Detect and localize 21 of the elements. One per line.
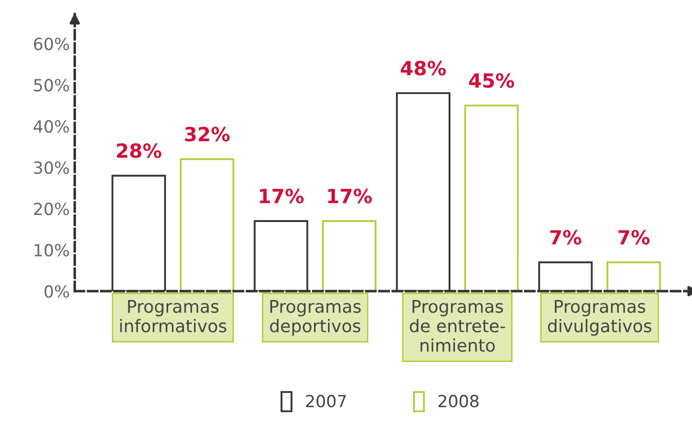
y-tick-label: 20% [34,202,69,216]
y-tick-label: 60% [34,38,69,50]
legend-label: 2007 [306,394,346,408]
x-tick-label: Programas deportivos [270,300,361,336]
y-tick-label: 10% [34,244,69,256]
x-tick-label: Programas divulgativos [548,300,652,336]
data-label: 48% [400,60,446,76]
data-label: 17% [328,188,372,204]
data-label: 28% [117,143,162,158]
data-label: 32% [185,126,230,142]
data-label: 45% [469,73,514,88]
legend-label: 2008 [438,394,479,408]
y-tick-label: 40% [34,120,69,133]
data-label: 7% [550,230,582,245]
data-label: 17% [260,188,304,204]
y-tick-label: 30% [34,161,69,174]
y-tick-label: 50% [34,78,69,92]
x-tick-label: Programas informativos [120,300,226,332]
x-tick-label: Programas de entrete- nimiento [410,300,505,352]
y-tick-label: 0% [44,285,69,298]
data-label: 7% [618,230,650,245]
